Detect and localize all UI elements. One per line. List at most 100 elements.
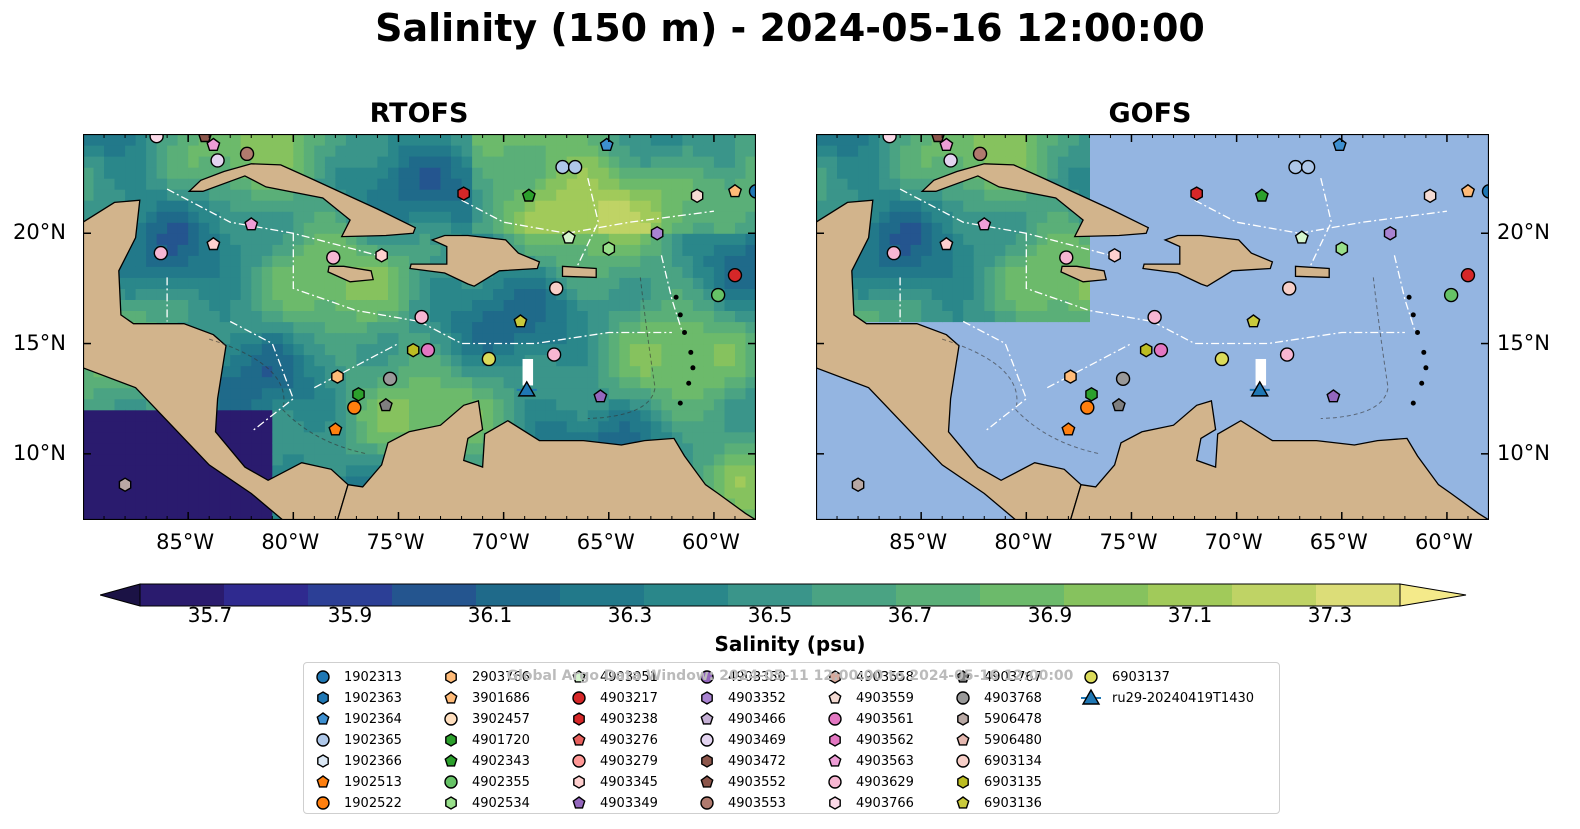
circle-marker-icon [316, 670, 330, 684]
gofs-float-marker [851, 477, 865, 493]
rtofs-float-marker [690, 188, 704, 204]
rtofs-float-marker [521, 188, 536, 202]
legend-entry-label: 1902313 [344, 669, 402, 685]
rtofs-float-marker [197, 134, 213, 143]
legend-entry: 4903051 [568, 667, 658, 687]
gofs-float-marker [1335, 241, 1349, 257]
legend-entry-label: 4903349 [600, 795, 658, 811]
gofs-isobath [942, 338, 1101, 455]
colorbar-segment [140, 584, 225, 606]
hexagon-marker-icon [829, 733, 841, 747]
legend-entry: 1902363 [312, 688, 402, 708]
rtofs-float-marker [375, 247, 388, 263]
legend-entry: 5906480 [952, 730, 1042, 750]
pentagon-marker-icon [316, 712, 330, 725]
glider-marker-icon [1081, 688, 1101, 705]
legend-entry-label: 4903051 [600, 669, 658, 685]
lat-tick-label: 10°N [1497, 440, 1550, 465]
colorbar-extend-high [1399, 583, 1467, 607]
colorbar-segment [392, 584, 477, 606]
legend-entry-label: 1902513 [344, 774, 402, 790]
lon-tick-label: 75°W [1099, 530, 1158, 554]
colorbar [100, 583, 1467, 607]
gofs-float-marker [1279, 347, 1295, 362]
legend-entry-label: 4903238 [600, 711, 658, 727]
pentagon-marker-icon [700, 712, 714, 725]
circle-marker-icon [444, 775, 458, 789]
legend-entry-label: 4903466 [728, 711, 786, 727]
legend-entry: ru29-20240419T1430 [1080, 688, 1254, 708]
gofs-float-marker [1383, 225, 1397, 241]
gofs-float-marker [1423, 188, 1437, 204]
legend-entry: 4903466 [696, 709, 786, 729]
panel-title-gofs: GOFS [1108, 98, 1192, 129]
colorbar-segment [1232, 584, 1317, 606]
colorbar-segment [644, 584, 729, 606]
panel-title-rtofs: RTOFS [369, 98, 469, 129]
hexagon-marker-icon [445, 733, 457, 747]
rtofs-float-marker [347, 400, 362, 415]
rtofs-float-marker [206, 137, 221, 151]
rtofs-float-marker [561, 230, 576, 244]
legend-entry: 4903352 [696, 688, 786, 708]
gofs-float-marker [1059, 250, 1074, 265]
pentagon-marker-icon [700, 775, 714, 788]
circle-marker-icon [700, 796, 714, 810]
lon-tick-label: 70°W [1204, 530, 1263, 554]
legend-entry: 6903135 [952, 772, 1042, 792]
lat-tick-label: 10°N [13, 440, 66, 465]
legend-entry-label: 4903559 [856, 690, 914, 706]
hexagon-marker-icon [573, 712, 585, 726]
rtofs-float-marker [378, 397, 393, 412]
pentagon-marker-icon [956, 733, 970, 746]
rtofs-float-marker [326, 250, 341, 265]
gofs-float-marker [1294, 230, 1309, 244]
pentagon-marker-icon [316, 775, 330, 788]
legend-entry-label: 6903134 [984, 753, 1042, 769]
legend-entry: 6903134 [952, 751, 1042, 771]
rtofs-float-marker [481, 351, 497, 367]
legend-entry: 4903629 [824, 772, 914, 792]
rtofs-float-marker [206, 236, 221, 251]
gofs-float-marker [886, 245, 902, 261]
colorbar-segment [1148, 584, 1233, 606]
legend-entry: 4903552 [696, 772, 786, 792]
colorbar-segment [476, 584, 561, 606]
gofs-ticks [816, 134, 1489, 520]
gofs-float-marker [939, 236, 954, 251]
legend-entry-label: 4903561 [856, 711, 914, 727]
legend-entry: 4903238 [568, 709, 658, 729]
gofs-float-marker [1139, 342, 1153, 358]
legend-entry-label: 4903552 [728, 774, 786, 790]
gofs-float-marker [1115, 371, 1131, 387]
gofs-float-marker [1326, 389, 1341, 403]
legend-entry-label: 4902534 [472, 795, 530, 811]
legend-entry: 1902513 [312, 772, 402, 792]
legend-entry: 4903345 [568, 772, 658, 792]
colorbar-segment [560, 584, 645, 606]
legend-entry-label: 4903558 [856, 669, 914, 685]
legend-entry: 4903766 [824, 793, 914, 813]
circle-marker-icon [700, 733, 714, 747]
hexagon-marker-icon [829, 796, 841, 810]
hexagon-marker-icon [445, 796, 457, 810]
legend-entry-label: 4902343 [472, 753, 530, 769]
legend-entry: 4903553 [696, 793, 786, 813]
gofs-float-marker [1111, 397, 1126, 412]
colorbar-segment [896, 584, 981, 606]
rtofs-float-marker [352, 386, 365, 402]
gofs-land [816, 134, 1489, 520]
gofs-float-marker [1147, 309, 1162, 325]
pentagon-marker-icon [444, 754, 458, 767]
lon-tick-label: 70°W [471, 530, 530, 554]
legend-entry: 4903217 [568, 688, 658, 708]
hexagon-marker-icon [957, 712, 969, 726]
legend-entry: 5906478 [952, 709, 1042, 729]
legend-entry-label: 4903276 [600, 732, 658, 748]
colorbar-segment [812, 584, 897, 606]
colorbar-tick-label: 36.9 [1027, 603, 1073, 627]
colorbar-segment [308, 584, 393, 606]
gofs-float-marker [1064, 369, 1077, 384]
hexagon-marker-icon [317, 754, 329, 768]
legend-entry-label: 3901686 [472, 690, 530, 706]
